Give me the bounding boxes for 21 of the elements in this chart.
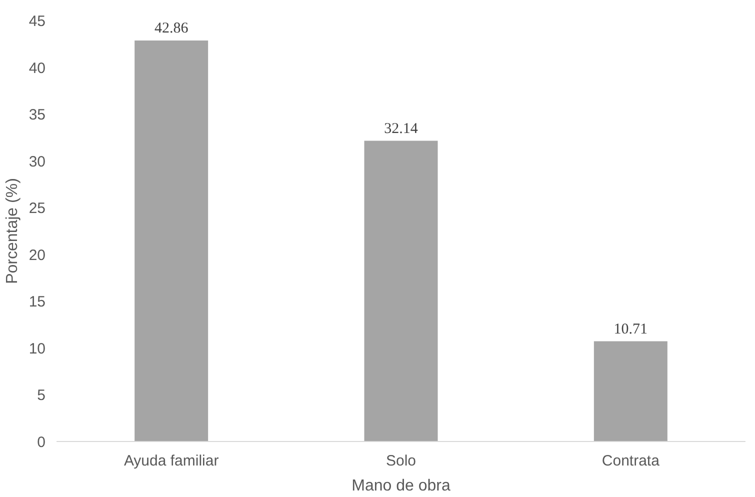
x-tick-label: Contrata [602,452,660,470]
y-tick-label: 5 [37,387,46,404]
y-tick-label: 10 [28,340,46,358]
y-tick-label: 20 [28,246,46,264]
bar [594,341,668,442]
y-tick-label: 30 [28,153,46,170]
bar [364,140,438,442]
y-tick-label: 35 [28,106,46,124]
y-tick-label: 40 [28,60,46,77]
y-tick-label: 45 [28,13,46,30]
x-tick-label: Solo [386,452,416,470]
y-tick-label: 15 [28,294,46,311]
x-tick-label: Ayuda familiar [124,452,219,470]
data-label: 42.86 [154,20,189,37]
y-axis-title: Porcentaje (%) [4,178,21,284]
data-label: 32.14 [384,120,418,137]
y-tick-label: 25 [28,200,46,218]
data-label: 10.71 [614,321,648,338]
x-axis-title: Mano de obra [352,478,450,494]
bar [134,40,208,442]
y-tick-label: 0 [37,434,46,451]
